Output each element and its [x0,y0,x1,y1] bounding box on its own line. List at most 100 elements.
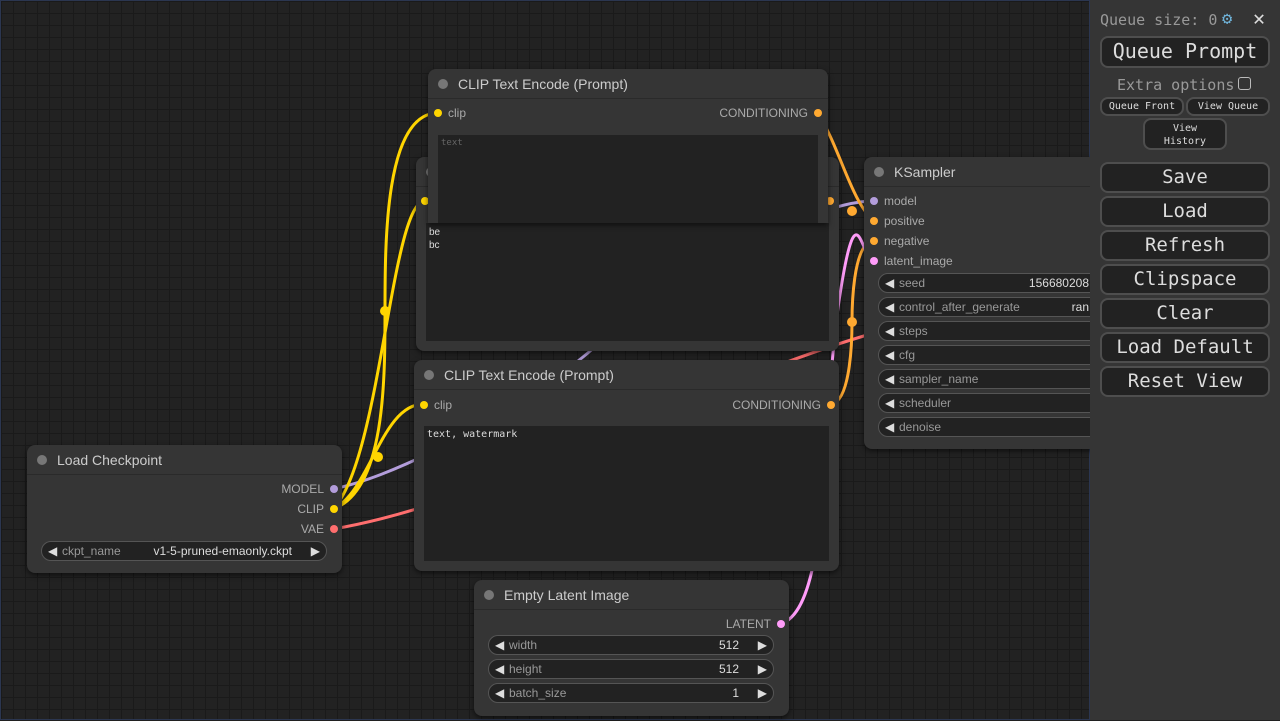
slot-label: model [884,194,917,208]
gear-icon[interactable]: ⚙ [1222,9,1233,29]
reset-view-button[interactable]: Reset View [1100,366,1270,397]
widget-value: 512 [718,638,739,652]
increment-arrow-icon[interactable]: ▶ [310,544,320,558]
decrement-arrow-icon[interactable]: ◀ [885,276,895,290]
increment-arrow-icon[interactable]: ▶ [757,686,767,700]
widget-label: scheduler [899,396,952,410]
load-checkpoint-node[interactable]: Load Checkpoint MODEL CLIP VAE ◀ ckpt_nam… [27,445,342,573]
width-widget[interactable]: ◀ width 512 ▶ [488,635,774,655]
batch-size-widget[interactable]: ◀ batch_size 1 ▶ [488,683,774,703]
queue-front-button[interactable]: Queue Front [1100,97,1184,116]
slot-label: clip [434,398,453,412]
prompt-textarea[interactable]: be bc [426,223,829,341]
wire-midpoint[interactable] [380,306,390,316]
clip-input-slot[interactable]: clip [420,398,453,412]
slot-label: CONDITIONING [719,106,808,120]
steps-widget[interactable]: ◀ steps [878,321,1118,341]
decrement-arrow-icon[interactable]: ◀ [885,396,895,410]
ckpt-name-combo[interactable]: ◀ ckpt_name v1-5-pruned-emaonly.ckpt ▶ [41,541,327,561]
refresh-button[interactable]: Refresh [1100,230,1270,261]
clip-input-slot[interactable]: clip [434,106,466,120]
vae-output-slot[interactable]: VAE [300,522,338,536]
save-button[interactable]: Save [1100,162,1270,193]
slot-label: positive [884,214,925,228]
slot-dot[interactable] [870,237,878,245]
extra-options-label: Extra options [1117,76,1235,94]
negative-input-slot[interactable]: negative [870,234,929,248]
empty-latent-image-node[interactable]: Empty Latent Image LATENT ◀ width 512 ▶ ◀ hei… [474,580,789,716]
cfg-widget[interactable]: ◀ cfg [878,345,1118,365]
load-button[interactable]: Load [1100,196,1270,227]
decrement-arrow-icon[interactable]: ◀ [885,300,895,314]
slot-dot[interactable] [330,485,338,493]
queue-prompt-button[interactable]: Queue Prompt [1100,36,1270,68]
decrement-arrow-icon[interactable]: ◀ [495,638,505,652]
clip-text-encode-node-negative[interactable]: CLIP Text Encode (Prompt) clip CONDITION… [414,360,839,571]
slot-dot[interactable] [434,109,442,117]
clip-input-slot[interactable] [421,197,429,205]
slot-dot[interactable] [777,620,785,628]
widget-value: ran [1071,300,1089,314]
model-input-slot[interactable]: model [870,194,917,208]
widget-label: denoise [899,420,942,434]
decrement-arrow-icon[interactable]: ◀ [885,420,895,434]
widget-label: ckpt_name [62,544,121,558]
widget-value: 1 [732,686,739,700]
clip-output-slot[interactable]: CLIP [297,502,338,516]
decrement-arrow-icon[interactable]: ◀ [48,544,58,558]
decrement-arrow-icon[interactable]: ◀ [495,686,505,700]
view-queue-button[interactable]: View Queue [1186,97,1270,116]
slot-label: CLIP [297,502,324,516]
increment-arrow-icon[interactable]: ▶ [757,638,767,652]
decrement-arrow-icon[interactable]: ◀ [495,662,505,676]
scheduler-widget[interactable]: ◀ scheduler [878,393,1118,413]
conditioning-output-slot[interactable]: CONDITIONING [732,398,835,412]
load-default-button[interactable]: Load Default [1100,332,1270,363]
conditioning-output-slot[interactable]: CONDITIONING [719,106,822,120]
prompt-textarea[interactable]: text, watermark [424,426,829,561]
slot-dot[interactable] [330,525,338,533]
slot-dot[interactable] [814,109,822,117]
control-after-generate-widget[interactable]: ◀ control_after_generate ran [878,297,1118,317]
wire-clip-back [331,199,426,511]
extra-options-checkbox[interactable] [1238,77,1251,90]
slot-label: LATENT [725,617,771,631]
widget-value: v1-5-pruned-emaonly.ckpt [153,544,292,558]
positive-input-slot[interactable]: positive [870,214,925,228]
latent-image-input-slot[interactable]: latent_image [870,254,953,268]
wire-midpoint[interactable] [373,452,383,462]
slot-label: VAE [300,522,324,536]
widget-label: height [509,662,542,676]
prompt-textarea[interactable]: text [438,135,818,223]
slot-dot[interactable] [420,401,428,409]
increment-arrow-icon[interactable]: ▶ [757,662,767,676]
slot-dot[interactable] [870,217,878,225]
clipspace-button[interactable]: Clipspace [1100,264,1270,295]
decrement-arrow-icon[interactable]: ◀ [885,324,895,338]
slot-dot[interactable] [330,505,338,513]
ksampler-node[interactable]: KSampler model positive negative latent_ima… [864,157,1118,449]
height-widget[interactable]: ◀ height 512 ▶ [488,659,774,679]
conditioning-output-slot[interactable] [826,197,834,205]
seed-widget[interactable]: ◀ seed 156680208 [878,273,1118,293]
slot-dot[interactable] [827,401,835,409]
wire-midpoint[interactable] [847,317,857,327]
slot-dot[interactable] [870,257,878,265]
node-canvas[interactable]: C be bc CLIP Text Encode (Prompt) clip C… [0,0,1118,720]
widget-label: control_after_generate [899,300,1020,314]
clip-text-encode-node-positive[interactable]: CLIP Text Encode (Prompt) clip CONDITION… [428,69,828,223]
widget-label: steps [899,324,928,338]
view-history-button[interactable]: View History [1143,118,1227,150]
latent-output-slot[interactable]: LATENT [725,617,785,631]
widget-value: 156680208 [1028,276,1089,290]
decrement-arrow-icon[interactable]: ◀ [885,348,895,362]
sampler-name-widget[interactable]: ◀ sampler_name [878,369,1118,389]
model-output-slot[interactable]: MODEL [281,482,338,496]
wire-midpoint[interactable] [847,206,857,216]
node-title: CLIP Text Encode (Prompt) [428,69,828,99]
decrement-arrow-icon[interactable]: ◀ [885,372,895,386]
slot-dot[interactable] [870,197,878,205]
clear-button[interactable]: Clear [1100,298,1270,329]
denoise-widget[interactable]: ◀ denoise [878,417,1118,437]
close-icon[interactable]: ✕ [1253,6,1266,30]
